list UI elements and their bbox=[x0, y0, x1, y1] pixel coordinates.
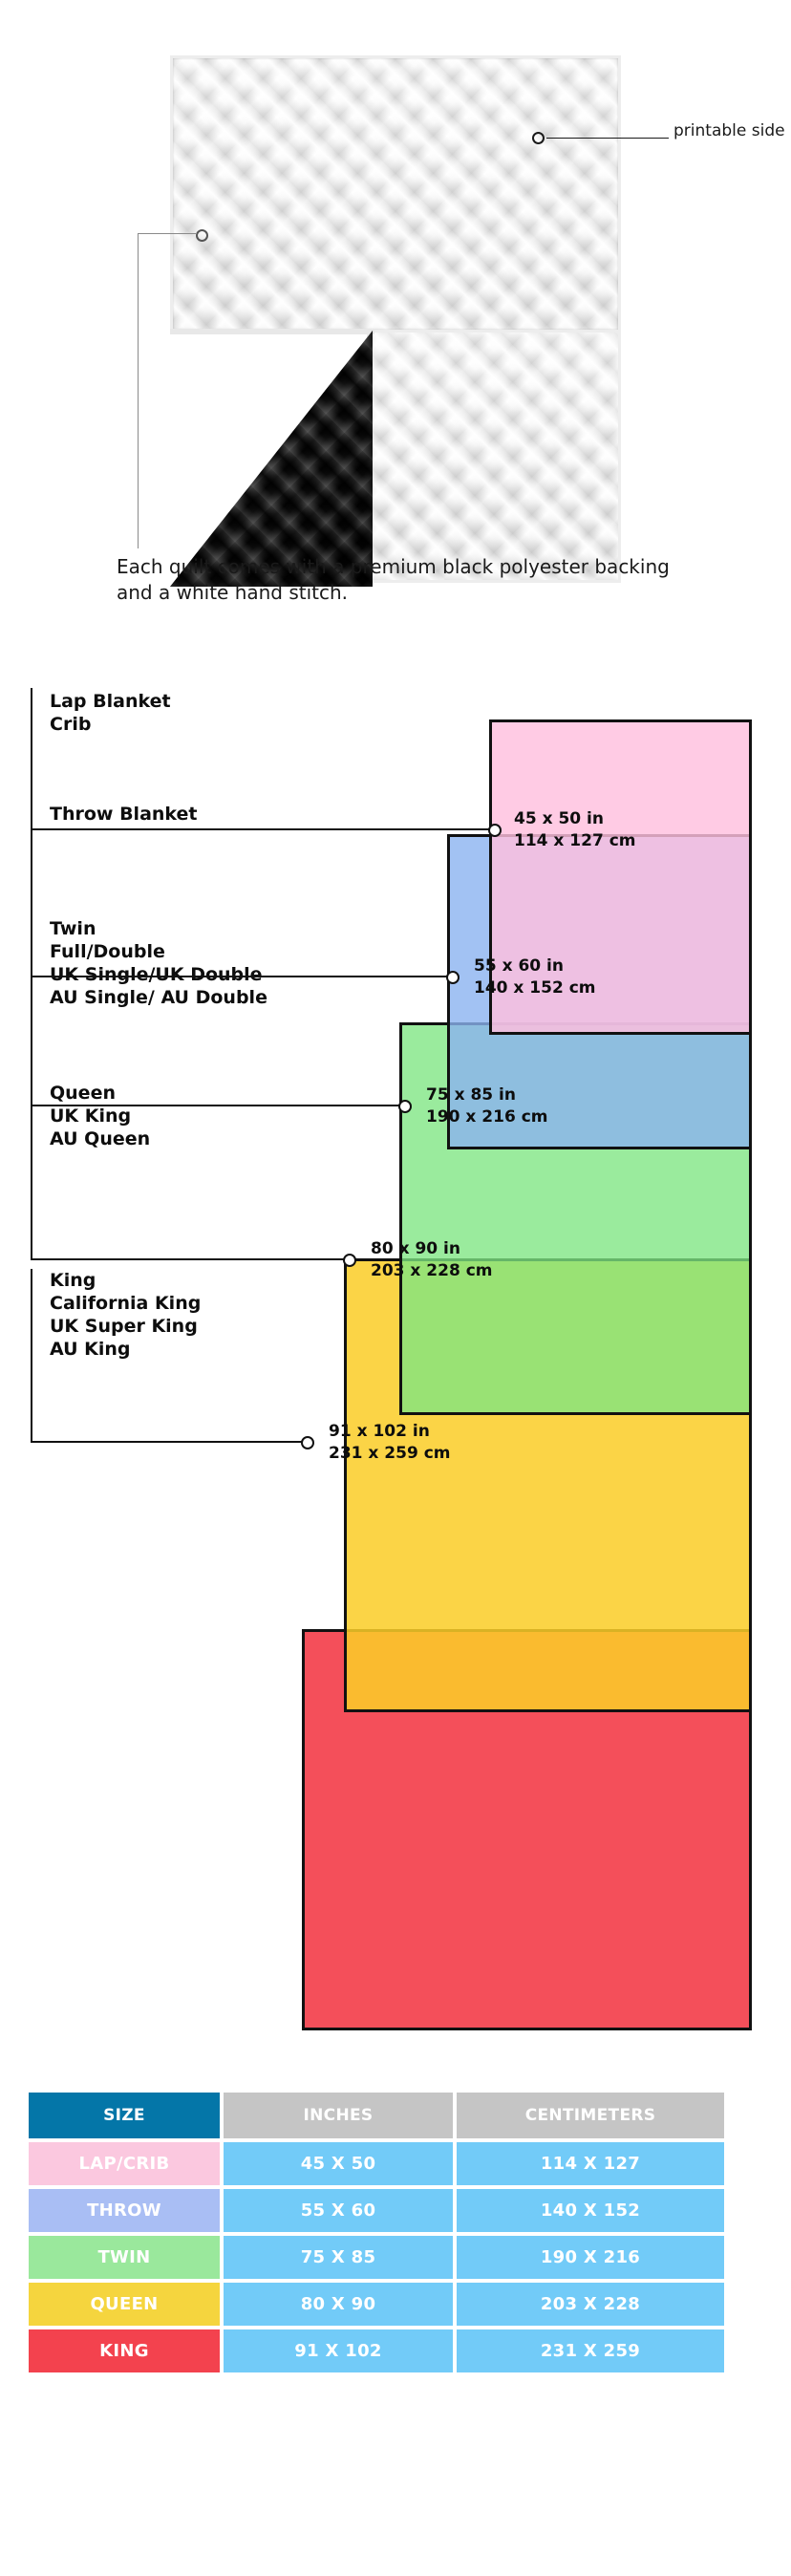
quilt-illustration bbox=[170, 55, 621, 587]
size-label-king: King California King UK Super King AU Ki… bbox=[50, 1270, 202, 1360]
backing-marker-icon bbox=[196, 229, 208, 242]
leader-lap-dot-icon bbox=[488, 824, 502, 837]
quilt-black-backing bbox=[170, 331, 373, 587]
printable-side-marker-icon bbox=[532, 132, 545, 144]
quilt-photo-section: printable side Each quilt comes with a p… bbox=[0, 0, 791, 612]
table-cell-centimeters: 203 X 228 bbox=[457, 2283, 724, 2326]
leader-twin-vertical bbox=[31, 917, 32, 1105]
table-cell-centimeters: 140 X 152 bbox=[457, 2189, 724, 2232]
size-dim-cm-king: 231 x 259 cm bbox=[329, 1444, 451, 1463]
leader-queen-horizontal bbox=[31, 1258, 348, 1260]
backing-leader-line-horizontal bbox=[138, 233, 197, 234]
size-dimensions-queen: 80 x 90 in 203 x 228 cm bbox=[371, 1238, 492, 1282]
leader-throw-vertical bbox=[31, 803, 32, 976]
table-cell-inches: 75 X 85 bbox=[224, 2236, 453, 2279]
backing-leader-line-vertical bbox=[138, 233, 139, 548]
table-cell-size: TWIN bbox=[29, 2236, 220, 2279]
printable-side-leader-line bbox=[546, 138, 669, 139]
table-header-row: SIZE INCHES CENTIMETERS bbox=[29, 2093, 762, 2138]
size-dim-cm-lap: 114 x 127 cm bbox=[514, 831, 636, 850]
leader-lap-vertical bbox=[31, 688, 32, 828]
table-cell-inches: 45 X 50 bbox=[224, 2142, 453, 2185]
leader-king-horizontal bbox=[31, 1441, 306, 1443]
size-dim-inches-throw: 55 x 60 in bbox=[474, 956, 564, 976]
leader-queen-dot-icon bbox=[343, 1254, 356, 1267]
size-dimensions-lap: 45 x 50 in 114 x 127 cm bbox=[514, 808, 635, 852]
leader-throw-dot-icon bbox=[446, 971, 460, 984]
leader-lap-horizontal bbox=[31, 828, 493, 830]
leader-king-dot-icon bbox=[301, 1436, 314, 1449]
table-row: KING 91 X 102 231 X 259 bbox=[29, 2329, 762, 2372]
table-cell-size: KING bbox=[29, 2329, 220, 2372]
size-comparison-diagram: Lap Blanket Crib 45 x 50 in 114 x 127 cm … bbox=[0, 669, 791, 2064]
table-row: LAP/CRIB 45 X 50 114 X 127 bbox=[29, 2142, 762, 2185]
table-cell-centimeters: 231 X 259 bbox=[457, 2329, 724, 2372]
size-label-twin: Twin Full/Double UK Single/UK Double AU … bbox=[50, 918, 267, 1008]
size-table: SIZE INCHES CENTIMETERS LAP/CRIB 45 X 50… bbox=[29, 2093, 762, 2376]
size-dimensions-throw: 55 x 60 in 140 x 152 cm bbox=[474, 955, 595, 999]
table-cell-size: QUEEN bbox=[29, 2283, 220, 2326]
size-dim-inches-king: 91 x 102 in bbox=[329, 1422, 430, 1441]
leader-queen-vertical bbox=[31, 1082, 32, 1258]
size-dim-inches-lap: 45 x 50 in bbox=[514, 809, 604, 828]
size-dim-inches-twin: 75 x 85 in bbox=[426, 1085, 516, 1105]
quilt-caption-text: Each quilt comes with a premium black po… bbox=[117, 555, 670, 604]
size-rect-lap bbox=[489, 719, 752, 1035]
printable-side-label: printable side bbox=[673, 121, 785, 140]
size-label-queen: Queen UK King AU Queen bbox=[50, 1083, 151, 1149]
table-cell-inches: 55 X 60 bbox=[224, 2189, 453, 2232]
table-row: THROW 55 X 60 140 X 152 bbox=[29, 2189, 762, 2232]
table-header-centimeters: CENTIMETERS bbox=[457, 2093, 724, 2138]
size-label-throw: Throw Blanket bbox=[50, 804, 198, 825]
leader-twin-horizontal bbox=[31, 1105, 403, 1106]
table-cell-size: LAP/CRIB bbox=[29, 2142, 220, 2185]
size-dim-cm-queen: 203 x 228 cm bbox=[371, 1261, 493, 1280]
table-cell-centimeters: 114 X 127 bbox=[457, 2142, 724, 2185]
quilt-white-lower-panel bbox=[367, 333, 621, 583]
leader-throw-horizontal bbox=[31, 976, 451, 977]
table-cell-centimeters: 190 X 216 bbox=[457, 2236, 724, 2279]
table-header-inches: INCHES bbox=[224, 2093, 453, 2138]
size-dim-inches-queen: 80 x 90 in bbox=[371, 1239, 460, 1258]
size-dimensions-king: 91 x 102 in 231 x 259 cm bbox=[329, 1421, 450, 1465]
quilt-white-printable-face bbox=[170, 55, 621, 333]
leader-twin-dot-icon bbox=[398, 1100, 412, 1113]
table-header-size: SIZE bbox=[29, 2093, 220, 2138]
size-label-lap: Lap Blanket Crib bbox=[50, 691, 171, 735]
size-dim-cm-twin: 190 x 216 cm bbox=[426, 1107, 548, 1127]
quilt-fold-edge bbox=[170, 329, 374, 334]
table-row: QUEEN 80 X 90 203 X 228 bbox=[29, 2283, 762, 2326]
table-cell-inches: 91 X 102 bbox=[224, 2329, 453, 2372]
size-dimensions-twin: 75 x 85 in 190 x 216 cm bbox=[426, 1084, 547, 1128]
leader-king-vertical bbox=[31, 1269, 32, 1441]
size-dim-cm-throw: 140 x 152 cm bbox=[474, 978, 596, 998]
table-cell-inches: 80 X 90 bbox=[224, 2283, 453, 2326]
table-cell-size: THROW bbox=[29, 2189, 220, 2232]
table-row: TWIN 75 X 85 190 X 216 bbox=[29, 2236, 762, 2279]
